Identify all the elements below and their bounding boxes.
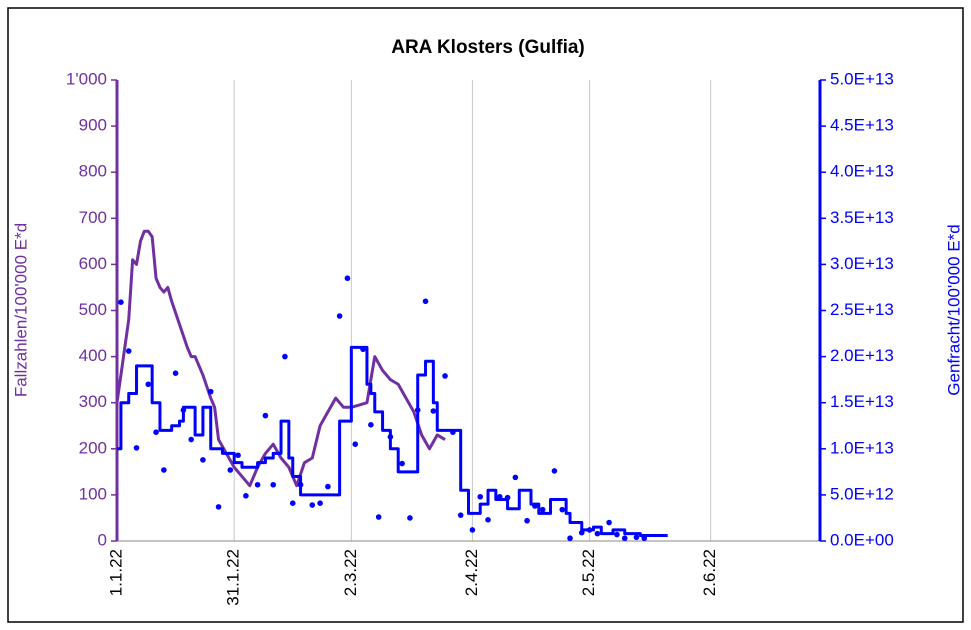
data-point <box>422 298 429 305</box>
data-point <box>309 502 316 508</box>
data-point <box>254 481 261 488</box>
y2-tick-label: 2.0E+13 <box>830 346 894 365</box>
data-point <box>344 275 351 282</box>
data-point <box>227 467 234 473</box>
data-point <box>621 535 628 542</box>
y-tick-label: 0 <box>98 530 107 549</box>
data-point <box>235 452 241 459</box>
data-point <box>360 346 366 353</box>
y2-tick-label: 5.0E+12 <box>830 484 894 503</box>
y2-tick-label: 1.0E+13 <box>830 438 894 457</box>
y-axis-title: Fallzahlen/100'000 E*d <box>11 223 30 397</box>
x-tick-label: 2.4.22 <box>462 549 481 596</box>
data-point <box>430 408 437 414</box>
y-tick-label: 900 <box>79 116 107 135</box>
data-point <box>594 530 601 537</box>
data-point <box>477 493 484 500</box>
y2-tick-label: 4.0E+13 <box>830 162 894 181</box>
data-point <box>172 370 179 376</box>
data-point <box>485 516 491 523</box>
data-point <box>153 429 159 436</box>
data-point <box>457 512 464 518</box>
y-tick-label: 1'000 <box>66 69 107 88</box>
y-tick-label: 700 <box>79 208 107 227</box>
y2-tick-label: 2.5E+13 <box>830 300 894 319</box>
y-tick-label: 600 <box>79 254 107 273</box>
x-tick-label: 2.6.22 <box>700 549 719 596</box>
y-tick-label: 800 <box>79 162 107 181</box>
data-point <box>161 467 167 473</box>
data-point <box>399 460 405 467</box>
data-line <box>115 229 446 488</box>
y2-tick-label: 5.0E+13 <box>830 69 894 88</box>
x-tick-label: 1.1.22 <box>106 549 125 596</box>
data-line <box>117 345 668 537</box>
data-point <box>200 457 206 463</box>
x-tick-label: 2.5.22 <box>579 549 598 596</box>
y2-axis-title: Genfracht/100'000 E*d <box>944 224 963 395</box>
y-tick-label: 300 <box>79 392 107 411</box>
y2-tick-label: 4.5E+13 <box>830 116 894 135</box>
y2-tick-label: 3.5E+13 <box>830 208 894 227</box>
data-point <box>633 534 640 541</box>
y-tick-label: 200 <box>79 438 107 457</box>
data-point <box>532 503 538 509</box>
data-point <box>180 407 187 413</box>
data-point <box>262 412 269 419</box>
data-point <box>524 517 530 524</box>
data-point <box>578 529 585 536</box>
data-point <box>336 313 343 319</box>
y2-tick-label: 0.0E+00 <box>830 530 894 549</box>
data-point <box>407 515 413 521</box>
x-tick-label: 31.1.22 <box>224 549 243 606</box>
data-point <box>496 493 503 500</box>
data-point <box>243 493 249 499</box>
data-point <box>125 348 132 354</box>
data-point <box>469 527 476 533</box>
data-point <box>586 527 593 533</box>
data-point <box>641 535 648 542</box>
data-point <box>297 481 304 488</box>
data-point <box>368 422 374 428</box>
data-point <box>317 500 323 506</box>
data-point <box>375 514 382 520</box>
data-point <box>551 468 558 474</box>
data-point <box>188 436 195 443</box>
y-tick-label: 100 <box>79 484 107 503</box>
data-point <box>539 506 546 513</box>
data-point <box>559 506 566 513</box>
data-point <box>352 441 359 447</box>
data-point <box>414 407 421 413</box>
y-tick-label: 500 <box>79 300 107 319</box>
data-point <box>614 531 620 538</box>
data-point <box>512 474 519 481</box>
chart-title: ARA Klosters (Gulfia) <box>391 37 585 58</box>
data-point <box>289 500 296 506</box>
data-point <box>133 445 140 451</box>
data-point <box>270 481 277 488</box>
data-point <box>215 504 222 510</box>
data-point <box>450 429 456 436</box>
y-tick-label: 400 <box>79 346 107 365</box>
data-point <box>606 519 612 526</box>
y2-tick-label: 1.5E+13 <box>830 392 894 411</box>
data-point <box>145 381 152 388</box>
data-point <box>207 388 214 395</box>
data-point <box>118 299 124 306</box>
data-point <box>325 483 331 490</box>
data-point <box>567 535 573 542</box>
x-tick-label: 2.3.22 <box>341 549 360 596</box>
data-point <box>442 373 448 379</box>
data-point <box>504 494 511 501</box>
y2-tick-label: 3.0E+13 <box>830 254 894 273</box>
data-point <box>387 434 394 440</box>
data-point <box>282 353 288 360</box>
